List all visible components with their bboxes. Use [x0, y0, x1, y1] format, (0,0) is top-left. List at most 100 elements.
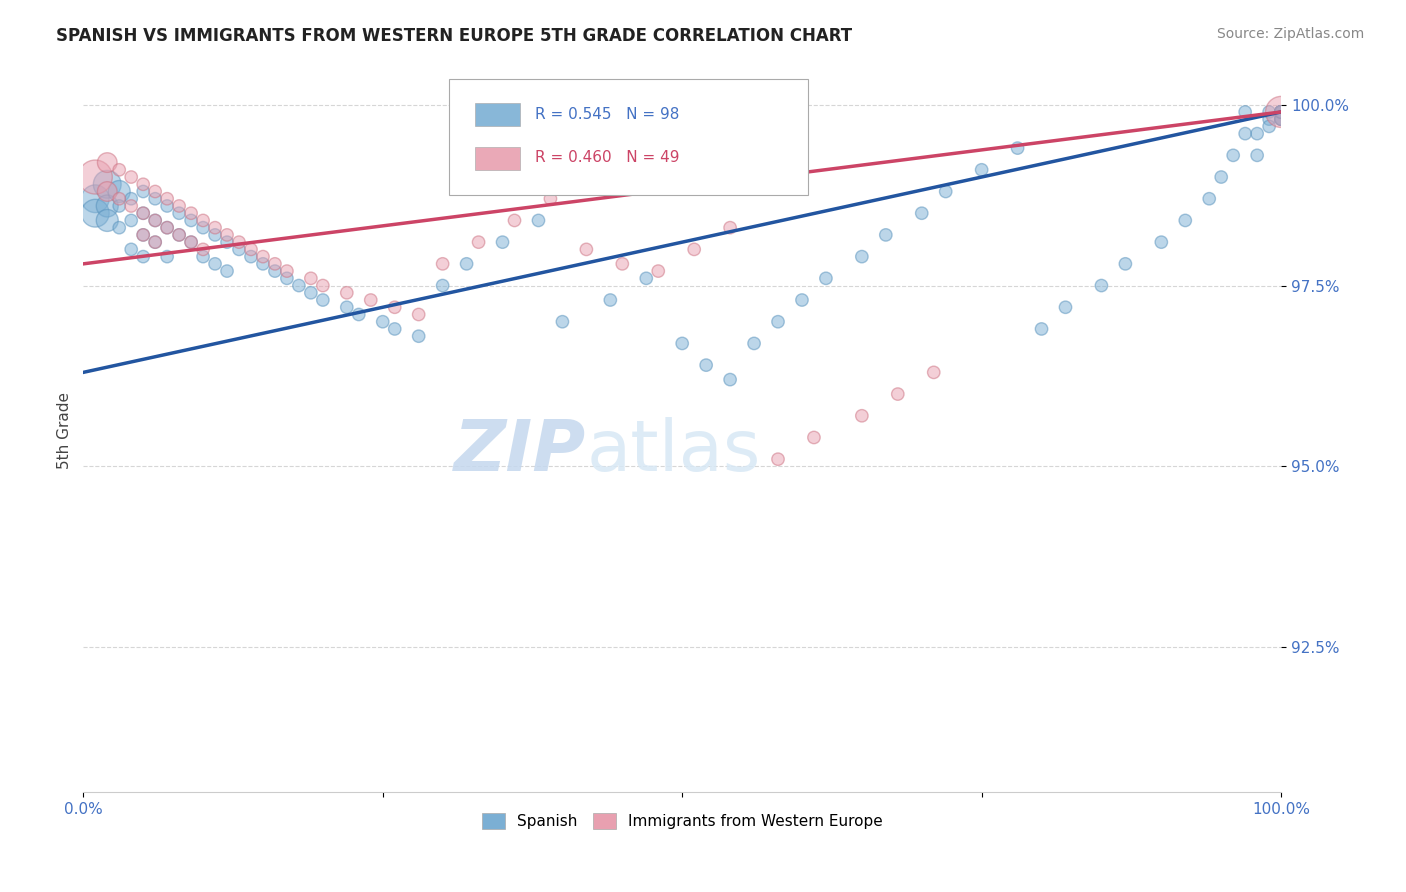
Point [1054, 300, 1077, 314]
Point [132, 178, 155, 192]
Point [132, 185, 155, 199]
Legend: Spanish, Immigrants from Western Europe: Spanish, Immigrants from Western Europe [475, 806, 889, 835]
Point [108, 220, 131, 235]
Point [132, 227, 155, 242]
Point [120, 169, 142, 184]
Point [922, 365, 945, 379]
Point [204, 220, 226, 235]
Point [718, 373, 741, 387]
Point [371, 315, 394, 329]
FancyBboxPatch shape [449, 79, 808, 195]
Point [204, 227, 226, 242]
Point [612, 257, 634, 271]
Point [252, 250, 274, 264]
Point [1174, 213, 1197, 227]
Point [299, 271, 322, 285]
Point [887, 387, 910, 401]
Point [1150, 235, 1173, 249]
Point [1270, 104, 1292, 119]
Point [228, 243, 250, 257]
Point [143, 235, 166, 249]
Point [132, 206, 155, 220]
Point [647, 264, 669, 278]
Point [1031, 322, 1053, 336]
Point [432, 257, 454, 271]
Point [108, 192, 131, 206]
Point [911, 206, 934, 220]
Point [1270, 104, 1292, 119]
Point [84, 206, 107, 220]
Point [336, 285, 359, 300]
Point [1270, 104, 1292, 119]
Point [1198, 192, 1220, 206]
Point [96, 213, 118, 227]
Point [156, 250, 179, 264]
Point [491, 235, 513, 249]
Point [1270, 104, 1292, 119]
Point [167, 227, 190, 242]
Point [191, 220, 214, 235]
Point [1270, 104, 1292, 119]
Bar [475, 103, 520, 127]
Point [1270, 104, 1292, 119]
Point [120, 199, 142, 213]
Bar [475, 146, 520, 169]
Point [551, 315, 574, 329]
Point [1258, 120, 1281, 134]
Point [432, 278, 454, 293]
Point [1246, 148, 1268, 162]
Point [167, 227, 190, 242]
Point [156, 199, 179, 213]
Point [228, 235, 250, 249]
Point [252, 257, 274, 271]
Point [132, 206, 155, 220]
Point [143, 192, 166, 206]
Point [1270, 104, 1292, 119]
Point [671, 336, 693, 351]
Point [143, 213, 166, 227]
Point [408, 329, 430, 343]
Point [215, 264, 238, 278]
Point [851, 250, 873, 264]
Point [1114, 257, 1136, 271]
Point [143, 185, 166, 199]
Point [191, 213, 214, 227]
Point [1270, 104, 1292, 119]
Text: ZIP: ZIP [454, 417, 586, 486]
Point [191, 250, 214, 264]
Text: Source: ZipAtlas.com: Source: ZipAtlas.com [1216, 27, 1364, 41]
Point [1270, 104, 1292, 119]
Point [132, 227, 155, 242]
Point [1270, 112, 1292, 127]
Point [599, 293, 621, 307]
Point [575, 243, 598, 257]
Point [96, 178, 118, 192]
Point [299, 285, 322, 300]
Point [683, 243, 706, 257]
Point [766, 315, 789, 329]
Point [1270, 104, 1292, 119]
Point [215, 227, 238, 242]
Point [766, 452, 789, 467]
Point [143, 213, 166, 227]
Point [84, 169, 107, 184]
Text: atlas: atlas [586, 417, 761, 486]
Point [204, 257, 226, 271]
Point [875, 227, 897, 242]
Point [120, 243, 142, 257]
Point [1270, 112, 1292, 127]
Point [120, 192, 142, 206]
Point [1270, 104, 1292, 119]
Point [312, 278, 335, 293]
Point [240, 243, 263, 257]
Point [191, 243, 214, 257]
Point [1007, 141, 1029, 155]
Point [132, 250, 155, 264]
Point [167, 206, 190, 220]
Point [96, 185, 118, 199]
Point [1258, 104, 1281, 119]
Point [180, 235, 202, 249]
Point [1270, 104, 1292, 119]
Point [538, 192, 561, 206]
Point [1270, 112, 1292, 127]
